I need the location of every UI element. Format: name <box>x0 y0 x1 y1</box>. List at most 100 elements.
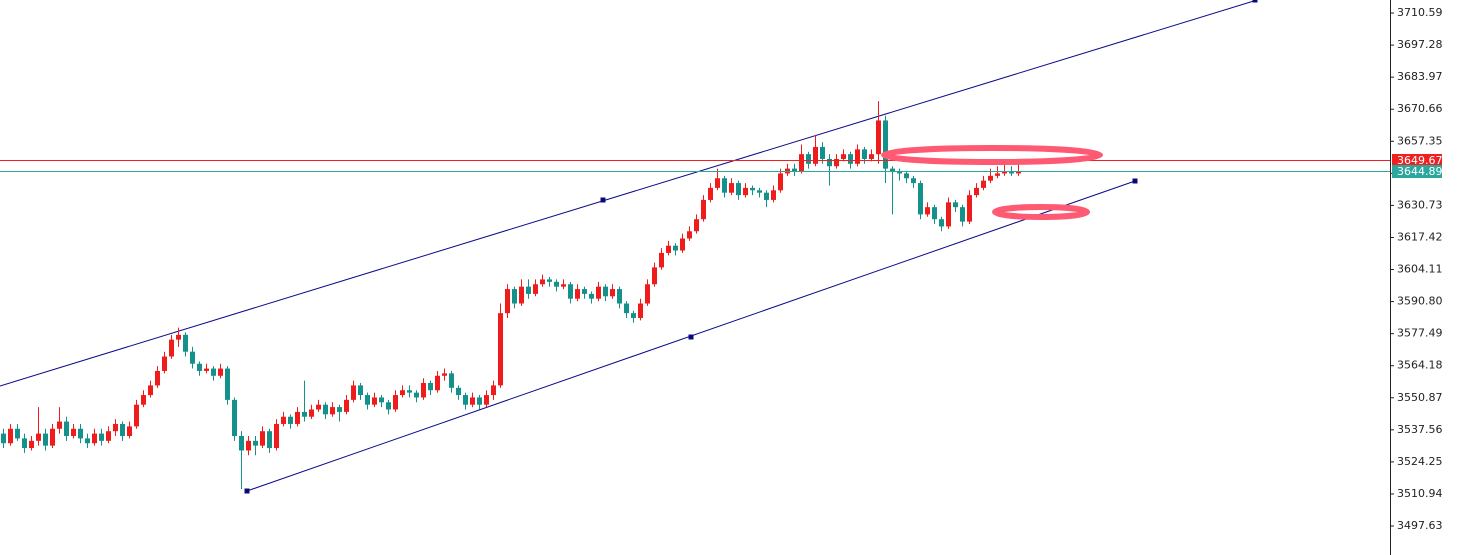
candle-body <box>932 207 937 220</box>
candle-body <box>974 187 979 196</box>
y-tick-label: 3604.11 <box>1397 263 1443 276</box>
candle-body <box>78 428 83 439</box>
candle-body <box>813 146 818 164</box>
candle-body <box>337 407 342 412</box>
candle-body <box>225 368 230 400</box>
candle-body <box>372 397 377 405</box>
candle-body <box>316 404 321 410</box>
candle-body <box>393 395 398 410</box>
candle-body <box>778 173 783 191</box>
candle-body <box>64 421 69 437</box>
candle-body <box>855 149 860 164</box>
candle-body <box>771 190 776 200</box>
candle-body <box>736 183 741 196</box>
candle-body <box>211 368 216 376</box>
price-label: 3649.67 <box>1397 154 1443 167</box>
candle-body <box>1016 171 1021 174</box>
candle-body <box>554 281 559 287</box>
candle-body <box>239 436 244 451</box>
y-tick-label: 3670.66 <box>1397 102 1443 115</box>
candle-body <box>841 154 846 159</box>
candle-body <box>799 154 804 172</box>
candle-body <box>260 431 265 446</box>
candle-body <box>645 284 650 304</box>
candle-body <box>183 334 188 352</box>
candle-body <box>911 178 916 184</box>
candle-body <box>512 289 517 304</box>
candle-body <box>988 175 993 181</box>
candle-body <box>176 334 181 340</box>
candle-body <box>43 433 48 446</box>
candle-body <box>477 397 482 405</box>
candle-body <box>918 183 923 215</box>
candle-body <box>862 149 867 159</box>
candle-body <box>442 373 447 376</box>
candle-body <box>155 370 160 386</box>
y-tick-label: 3697.28 <box>1397 38 1443 51</box>
candle-body <box>358 385 363 396</box>
candle-body <box>323 404 328 415</box>
candle-body <box>1 433 6 444</box>
candle-body <box>288 416 293 424</box>
candle-body <box>848 154 853 164</box>
candle-body <box>652 267 657 285</box>
price-label: 3644.89 <box>1397 165 1443 178</box>
candle-body <box>36 433 41 441</box>
candle-body <box>463 395 468 405</box>
candle-body <box>505 289 510 314</box>
highlight-ellipse <box>881 145 1103 165</box>
candle-body <box>757 190 762 193</box>
candle-body <box>680 238 685 251</box>
price-label-box <box>1392 165 1442 178</box>
candle-body <box>603 286 608 297</box>
candle-body <box>876 120 881 155</box>
candle-body <box>925 207 930 215</box>
y-tick-label: 3497.63 <box>1397 519 1443 532</box>
candle-body <box>379 397 384 403</box>
candle-body <box>764 192 769 200</box>
candle-body <box>498 313 503 386</box>
candle-body <box>253 440 258 446</box>
candle-body <box>617 289 622 304</box>
candle-body <box>533 284 538 294</box>
candle-body <box>127 426 132 437</box>
y-tick-label: 3683.97 <box>1397 70 1443 83</box>
candle-body <box>113 423 118 432</box>
candle-body <box>897 171 902 174</box>
candle-body <box>351 385 356 400</box>
candle-body <box>1002 171 1007 174</box>
candle-body <box>883 120 888 169</box>
candle-body <box>659 252 664 268</box>
candle-body <box>624 303 629 314</box>
y-tick-label: 3590.80 <box>1397 295 1443 308</box>
candle-body <box>246 440 251 451</box>
candle-body <box>582 289 587 294</box>
candle-body <box>694 219 699 232</box>
price-label-box <box>1392 154 1442 167</box>
candle-body <box>526 286 531 294</box>
candle-body <box>610 289 615 297</box>
y-tick-label: 3577.49 <box>1397 327 1443 340</box>
candle-body <box>673 245 678 251</box>
candle-body <box>491 385 496 396</box>
candle-body <box>715 178 720 188</box>
trendline-handle <box>1252 0 1258 3</box>
candle-body <box>1009 171 1014 174</box>
candle-body <box>484 395 489 405</box>
candle-body <box>687 231 692 239</box>
highlight-ellipse <box>992 204 1090 220</box>
candle-body <box>232 399 237 437</box>
candle-body <box>141 395 146 405</box>
candle-body <box>15 428 20 439</box>
candle-body <box>540 279 545 285</box>
candle-body <box>981 180 986 188</box>
candle-body <box>169 339 174 357</box>
candle-body <box>708 187 713 200</box>
candle-body <box>953 202 958 208</box>
candle-body <box>57 421 62 429</box>
candle-body <box>561 284 566 287</box>
candle-body <box>295 411 300 424</box>
candle-body <box>456 387 461 396</box>
candle-body <box>904 173 909 179</box>
